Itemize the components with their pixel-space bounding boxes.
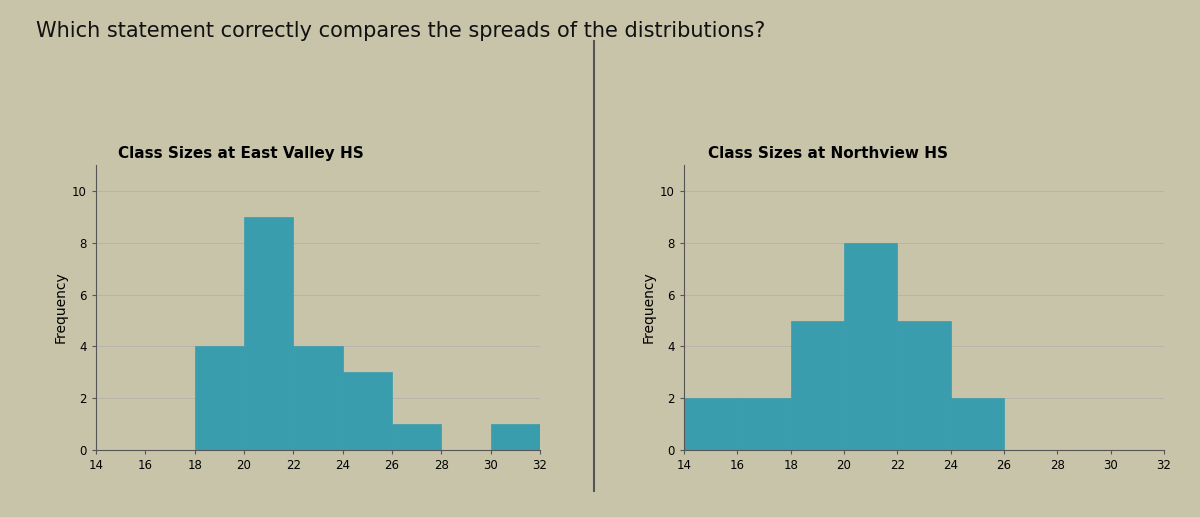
Bar: [844, 243, 898, 450]
Bar: [343, 372, 392, 450]
Bar: [898, 321, 950, 450]
Bar: [950, 398, 1004, 450]
Bar: [392, 424, 442, 450]
Text: Which statement correctly compares the spreads of the distributions?: Which statement correctly compares the s…: [36, 21, 766, 41]
Bar: [293, 346, 343, 450]
Bar: [684, 398, 737, 450]
Bar: [194, 346, 244, 450]
Bar: [491, 424, 540, 450]
Text: Class Sizes at East Valley HS: Class Sizes at East Valley HS: [118, 146, 364, 161]
Y-axis label: Frequency: Frequency: [642, 272, 656, 343]
Bar: [791, 321, 844, 450]
Bar: [244, 217, 293, 450]
Bar: [737, 398, 791, 450]
Text: Class Sizes at Northview HS: Class Sizes at Northview HS: [708, 146, 948, 161]
Y-axis label: Frequency: Frequency: [54, 272, 68, 343]
